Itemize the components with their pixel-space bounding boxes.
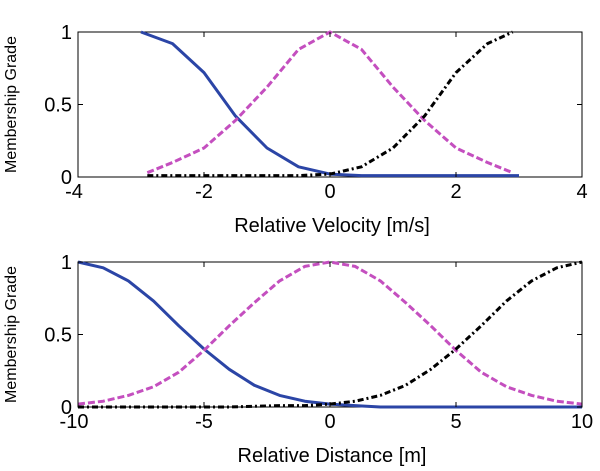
x-tick-label: -4 [65, 181, 83, 203]
x-tick-label: -10 [60, 411, 89, 433]
x-tick-label: 5 [450, 411, 461, 433]
x-tick-label: -5 [195, 411, 213, 433]
y-tick-label: 0.5 [44, 325, 72, 347]
distance-panel: -10 -5 0 5 10 0 0.5 1 Relative Distance [m] Membe… [3, 252, 593, 467]
x-tick-label: 0 [324, 181, 335, 203]
series-line-solid [140, 30, 519, 178]
x-tick-label: 4 [576, 181, 587, 203]
y-tick-label: 1 [61, 22, 72, 44]
plot-frame [77, 31, 583, 178]
y-tick-label: 0 [61, 167, 72, 189]
x-tick-label: 2 [450, 181, 461, 203]
y-tick-label: 1 [61, 252, 72, 274]
x-axis-title: Relative Distance [m] [238, 445, 427, 467]
y-axis-title: Membership Grade [3, 266, 20, 403]
series-line-dashdot [78, 260, 583, 409]
series-line-solid [77, 260, 582, 409]
y-tick-label: 0 [61, 397, 72, 419]
x-tick-label: -2 [195, 181, 213, 203]
x-axis-title: Relative Velocity [m/s] [234, 215, 430, 237]
series-line-dashed [77, 260, 583, 406]
velocity-panel: -4 -2 0 2 4 0 0.5 1 Relative Velocity [m/s] Membe… [3, 22, 588, 237]
series-line-dashed [146, 30, 514, 175]
x-tick-label: 10 [571, 411, 593, 433]
series-line-dashdot [147, 30, 514, 178]
y-tick-label: 0.5 [44, 95, 72, 117]
x-tick-label: 0 [324, 411, 335, 433]
y-axis-title: Membership Grade [3, 36, 20, 173]
